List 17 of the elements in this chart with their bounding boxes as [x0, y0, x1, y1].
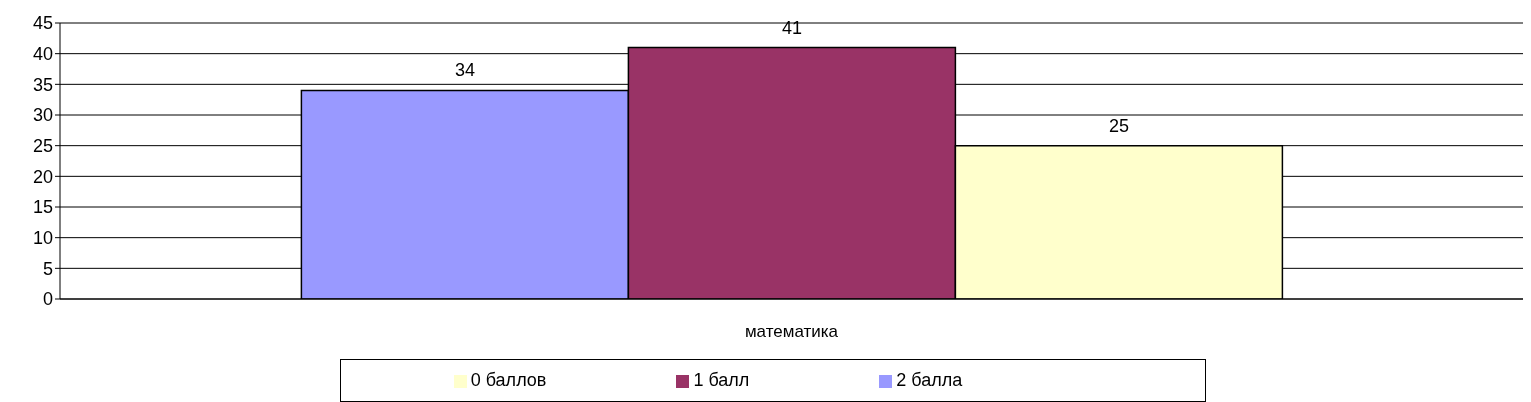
legend-label: 2 балла: [896, 370, 963, 390]
y-tick-label: 40: [32, 44, 53, 65]
y-tick-label: 30: [32, 105, 53, 126]
data-label: 25: [1108, 115, 1129, 136]
legend-label: 1 балл: [693, 370, 750, 390]
y-tick-label: 20: [32, 166, 53, 187]
y-tick-label: 10: [32, 228, 53, 249]
y-tick-label: 45: [32, 13, 53, 34]
y-tick-label: 15: [32, 197, 53, 218]
data-label: 34: [454, 60, 475, 81]
legend-label: 0 баллов: [470, 370, 547, 390]
y-tick-label: 25: [32, 136, 53, 157]
data-label: 41: [781, 17, 802, 38]
y-tick-label: 35: [32, 74, 53, 95]
y-tick-label: 0: [42, 289, 53, 310]
y-tick-label: 5: [42, 258, 53, 279]
x-tick-label: математика: [744, 322, 839, 342]
